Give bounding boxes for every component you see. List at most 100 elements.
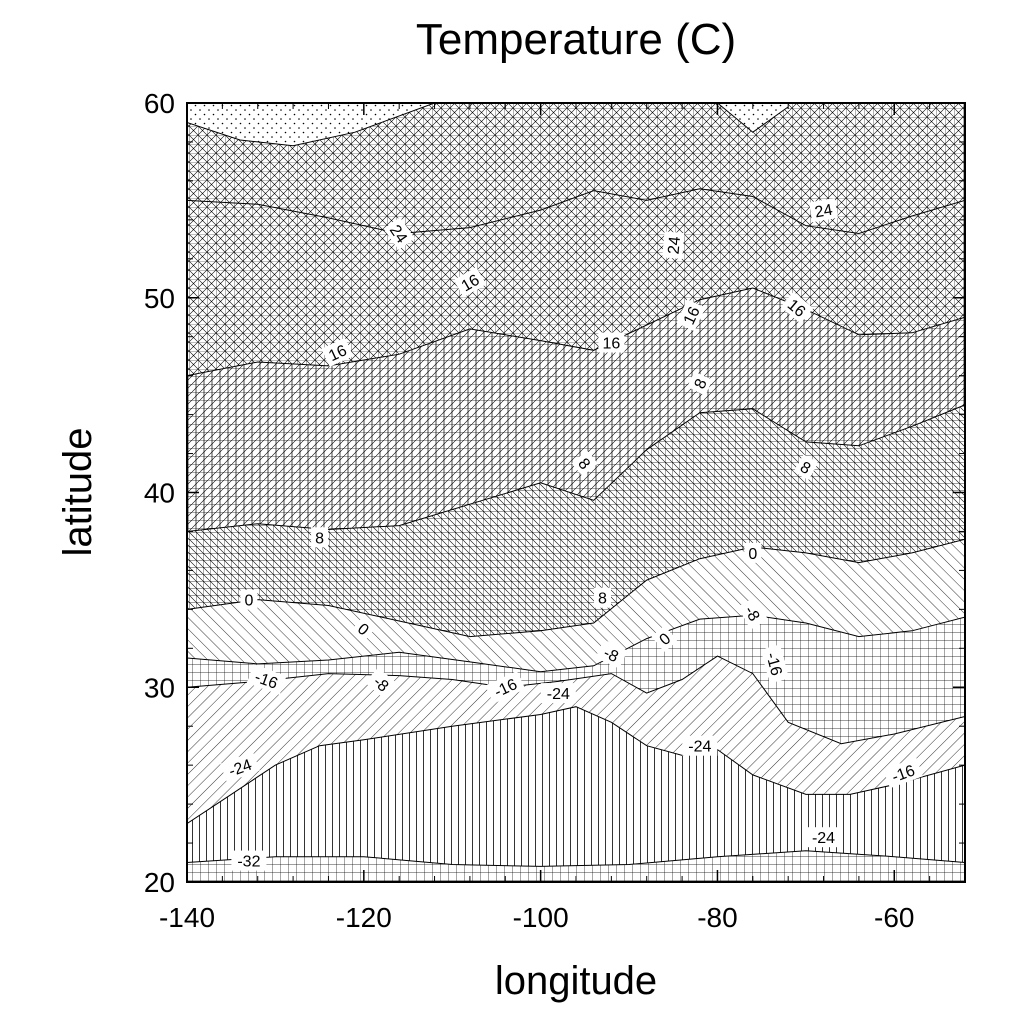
contour-label-text: -24 (812, 830, 835, 847)
contour-label-text: -8 (601, 645, 621, 666)
contour-label-text: -16 (252, 669, 280, 693)
contour-label: -32 (231, 850, 267, 871)
contour-line (187, 655, 965, 745)
contour-label-bg (651, 625, 678, 652)
contour-label: -8 (365, 667, 398, 700)
contour-label-text: 8 (315, 530, 324, 547)
contour-label-text: -24 (227, 757, 255, 781)
contour-band (187, 188, 965, 376)
contour-band (187, 288, 965, 532)
contour-label-text: -16 (890, 762, 918, 786)
contour-label-bg (571, 450, 598, 477)
contour-label-bg (595, 639, 628, 669)
contour-line (187, 850, 965, 867)
contour-label: -8 (595, 639, 628, 669)
contour-label-text: 16 (681, 304, 704, 327)
x-tick-label: -120 (336, 902, 392, 933)
contour-label: 0 (651, 625, 678, 652)
contour-label-bg (485, 670, 526, 704)
contour-label-bg (676, 299, 706, 332)
contour-label-text: 0 (748, 546, 757, 563)
contour-label: -8 (737, 596, 768, 630)
contour-label-text: -16 (762, 651, 784, 678)
contour-label: -16 (246, 664, 287, 695)
contour-label-bg (883, 757, 923, 789)
contour-label: -24 (540, 683, 576, 704)
contour-label-text: 16 (459, 272, 483, 296)
contour-label-bg (453, 267, 487, 298)
contour-label-bg (594, 587, 611, 608)
contour-label: -24 (220, 751, 260, 783)
contour-label-bg (760, 644, 790, 684)
contour-label-bg (793, 454, 819, 481)
contour-band (187, 404, 965, 637)
contour-line (187, 706, 965, 825)
contour-label-bg (321, 337, 354, 367)
x-tick-label: -80 (697, 902, 737, 933)
contour-label: 8 (793, 454, 819, 481)
contour-label: 8 (571, 450, 598, 477)
contour-label-bg (240, 589, 258, 610)
contour-label: -24 (682, 735, 718, 756)
y-tick-label: 20 (144, 867, 175, 898)
contour-label-bg (806, 827, 841, 848)
contour-label-text: 24 (814, 202, 835, 222)
contour-label: 0 (744, 542, 762, 563)
chart-title: Temperature (C) (416, 15, 736, 64)
contour-line (187, 188, 965, 235)
contour-band (187, 539, 965, 672)
contour-label: 24 (383, 217, 415, 250)
y-axis-label: latitude (56, 428, 100, 557)
contour-label: 8 (594, 587, 611, 608)
contour-label: 16 (676, 299, 706, 332)
filled-contour-bands (187, 103, 965, 882)
x-axis-label: longitude (495, 959, 657, 1003)
contour-label: 0 (240, 589, 258, 610)
contour-line (717, 103, 789, 133)
contour-label: 16 (453, 267, 487, 298)
contour-label-bg (687, 371, 713, 396)
contour-line (187, 538, 965, 638)
contour-label-bg (662, 231, 685, 260)
contour-label-bg (744, 542, 762, 563)
contour-label-bg (737, 596, 768, 630)
x-tick-label: -100 (513, 902, 569, 933)
contour-line (187, 404, 965, 532)
contour-label-bg (246, 664, 287, 695)
contour-label-text: 16 (326, 342, 349, 365)
contour-band (187, 706, 965, 882)
contour-label-bg (231, 850, 267, 871)
contour-label-text: -24 (547, 686, 570, 703)
contour-label-bg (780, 291, 814, 324)
contour-label: 24 (662, 231, 685, 260)
contour-label-bg (365, 667, 398, 700)
contour-label: -24 (806, 827, 841, 848)
contour-label-bg (311, 527, 329, 548)
contour-label-bg (220, 751, 260, 783)
contour-label: -16 (883, 757, 923, 789)
contour-high-region (717, 103, 789, 133)
contour-label-text: -32 (237, 854, 260, 871)
contour-label-bg (808, 197, 839, 223)
contour-label-text: 0 (244, 593, 253, 610)
contour-label-bg (540, 683, 576, 704)
contour-label: 8 (311, 527, 329, 548)
contour-label: -16 (760, 644, 790, 684)
y-tick-label: 40 (144, 478, 175, 509)
y-tick-label: 30 (144, 672, 175, 703)
contour-label-bg (383, 217, 415, 250)
y-tick-label: 50 (144, 283, 175, 314)
contour-line (187, 103, 435, 147)
contour-label-text: 8 (598, 591, 607, 608)
contour-label: 0 (350, 615, 377, 642)
contour-band (187, 103, 965, 234)
contour-label: 24 (808, 197, 839, 223)
contour-label: 16 (598, 332, 625, 353)
contour-label: 8 (687, 371, 713, 396)
x-tick-label: -60 (874, 902, 914, 933)
contour-label-bg (350, 615, 377, 642)
contour-label-bg (598, 332, 625, 353)
